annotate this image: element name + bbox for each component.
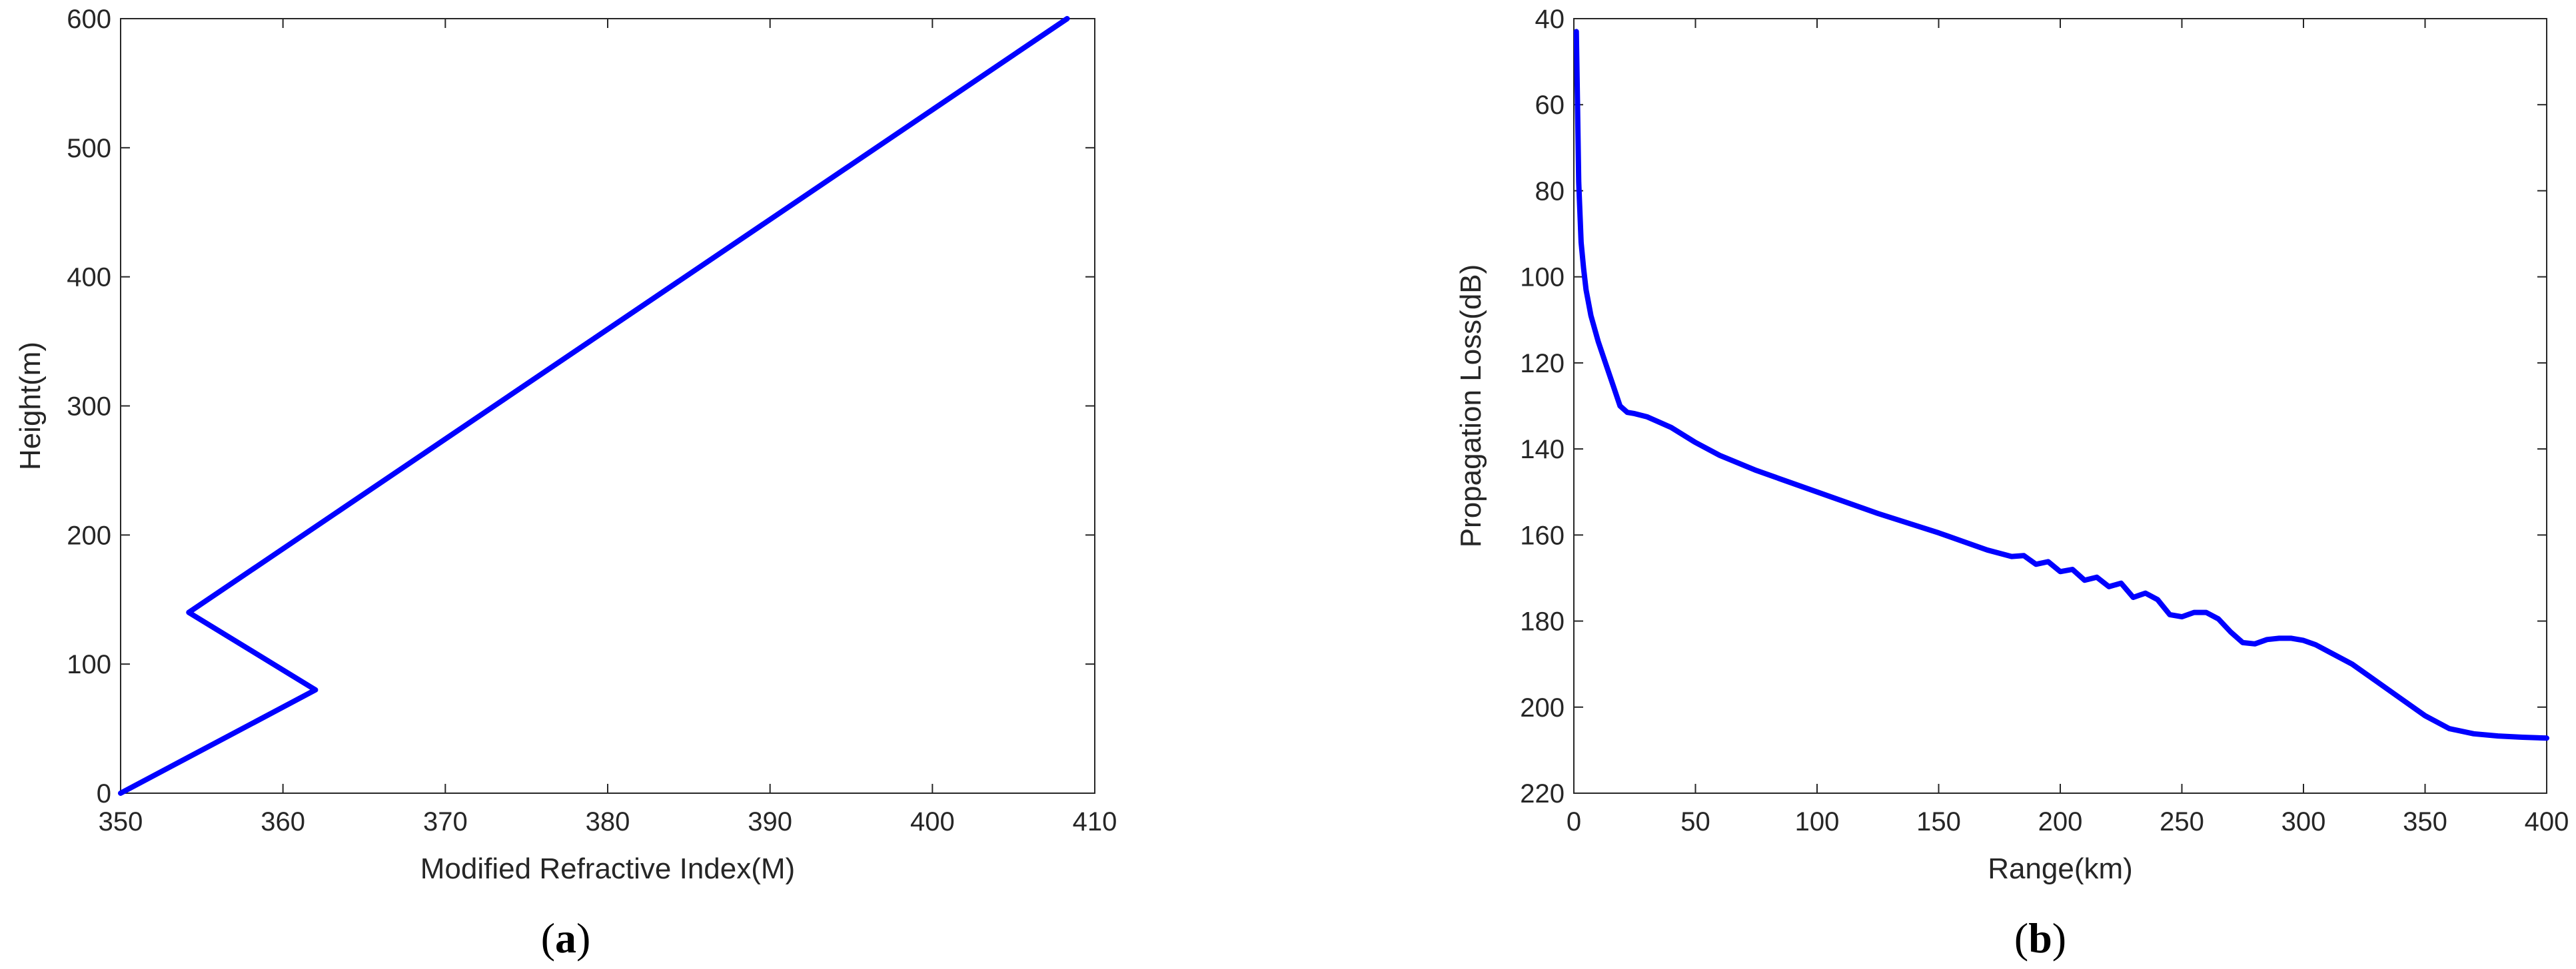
y-tick-label: 200 bbox=[67, 521, 111, 550]
y-tick-label: 160 bbox=[1520, 521, 1565, 550]
x-tick-label: 300 bbox=[2281, 807, 2326, 836]
y-tick-label: 500 bbox=[67, 134, 111, 163]
y-tick-label: 40 bbox=[1535, 5, 1565, 34]
x-tick-label: 360 bbox=[261, 807, 305, 836]
x-tick-label: 350 bbox=[2403, 807, 2447, 836]
y-tick-label: 0 bbox=[97, 779, 111, 808]
chart-a-refractive-index: 350 360 370 380 390 400 410 0 100 200 300 400 500 600… bbox=[14, 5, 1117, 885]
y-tick-label: 200 bbox=[1520, 693, 1565, 723]
x-tick-label: 250 bbox=[2160, 807, 2204, 836]
x-tick-label: 200 bbox=[2038, 807, 2083, 836]
x-tick-label: 370 bbox=[423, 807, 468, 836]
x-tick-label: 0 bbox=[1567, 807, 1581, 836]
y-tick-label: 100 bbox=[67, 650, 111, 679]
y-axis-label: Height(m) bbox=[14, 342, 47, 470]
x-tick-label: 350 bbox=[99, 807, 143, 836]
plot-frame bbox=[120, 18, 1095, 794]
x-tick-label: 400 bbox=[910, 807, 955, 836]
plot-frame bbox=[1573, 18, 2547, 794]
x-tick-label: 390 bbox=[748, 807, 792, 836]
x-tick-label: 410 bbox=[1073, 807, 1117, 836]
y-tick-label: 80 bbox=[1535, 176, 1565, 206]
series-line bbox=[1573, 29, 2549, 741]
y-tick-label: 300 bbox=[67, 392, 111, 422]
y-tick-label: 600 bbox=[67, 5, 111, 34]
y-tick-label: 120 bbox=[1520, 349, 1565, 378]
x-axis-label: Modified Refractive Index(M) bbox=[420, 852, 795, 885]
y-tick-label: 140 bbox=[1520, 435, 1565, 464]
x-axis-label: Range(km) bbox=[1988, 852, 2133, 885]
x-tick-label: 100 bbox=[1795, 807, 1840, 836]
x-tick-label: 50 bbox=[1680, 807, 1710, 836]
x-tick-label: 150 bbox=[1916, 807, 1961, 836]
chart-b-propagation-loss: 0 50 100 150 200 250 300 350 400 40 60 80 100 120 140 1… bbox=[1455, 5, 2569, 885]
x-tick-label: 380 bbox=[586, 807, 630, 836]
panel-label-a: (a) bbox=[541, 914, 591, 962]
panel-label-b: (b) bbox=[2014, 914, 2066, 962]
y-tick-label: 60 bbox=[1535, 91, 1565, 120]
y-tick-label: 100 bbox=[1520, 263, 1565, 292]
series-line bbox=[118, 16, 1070, 796]
y-tick-label: 180 bbox=[1520, 607, 1565, 637]
x-tick-label: 400 bbox=[2525, 807, 2569, 836]
y-tick-label: 220 bbox=[1520, 779, 1565, 808]
y-axis-label: Propagation Loss(dB) bbox=[1455, 264, 1487, 548]
y-tick-label: 400 bbox=[67, 263, 111, 292]
